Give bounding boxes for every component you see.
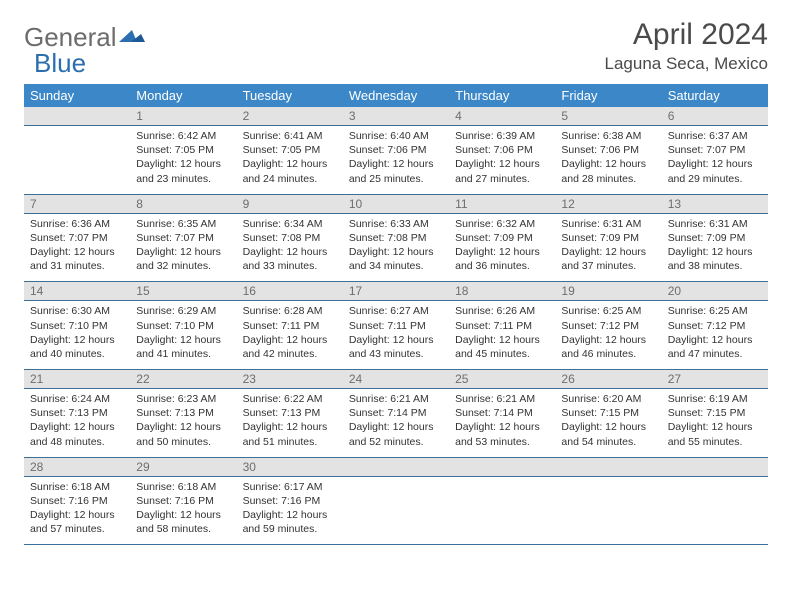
day-number-row: 123456 <box>24 107 768 126</box>
day-number-cell <box>24 107 130 126</box>
day-detail-cell: Sunrise: 6:22 AMSunset: 7:13 PMDaylight:… <box>237 389 343 458</box>
day-number-cell: 7 <box>24 194 130 213</box>
day-detail-cell: Sunrise: 6:38 AMSunset: 7:06 PMDaylight:… <box>555 126 661 195</box>
calendar-table: SundayMondayTuesdayWednesdayThursdayFrid… <box>24 84 768 545</box>
day-detail-cell: Sunrise: 6:21 AMSunset: 7:14 PMDaylight:… <box>449 389 555 458</box>
calendar-body: 123456 Sunrise: 6:42 AMSunset: 7:05 PMDa… <box>24 107 768 545</box>
location-text: Laguna Seca, Mexico <box>605 54 769 74</box>
day-detail-cell: Sunrise: 6:33 AMSunset: 7:08 PMDaylight:… <box>343 213 449 282</box>
day-number-cell: 10 <box>343 194 449 213</box>
day-number-cell: 11 <box>449 194 555 213</box>
day-number-row: 78910111213 <box>24 194 768 213</box>
weekday-header: Sunday <box>24 84 130 107</box>
day-number-row: 21222324252627 <box>24 370 768 389</box>
day-number-cell: 18 <box>449 282 555 301</box>
day-detail-cell: Sunrise: 6:31 AMSunset: 7:09 PMDaylight:… <box>555 213 661 282</box>
day-number-cell: 5 <box>555 107 661 126</box>
day-number-cell: 25 <box>449 370 555 389</box>
day-detail-cell <box>24 126 130 195</box>
day-number-cell: 8 <box>130 194 236 213</box>
weekday-header: Saturday <box>662 84 768 107</box>
day-number-cell: 15 <box>130 282 236 301</box>
weekday-header: Thursday <box>449 84 555 107</box>
day-number-cell <box>449 457 555 476</box>
day-number-row: 282930 <box>24 457 768 476</box>
day-number-cell: 17 <box>343 282 449 301</box>
day-detail-cell: Sunrise: 6:24 AMSunset: 7:13 PMDaylight:… <box>24 389 130 458</box>
day-number-cell: 26 <box>555 370 661 389</box>
day-detail-cell: Sunrise: 6:18 AMSunset: 7:16 PMDaylight:… <box>24 476 130 545</box>
day-number-cell: 24 <box>343 370 449 389</box>
day-detail-cell: Sunrise: 6:26 AMSunset: 7:11 PMDaylight:… <box>449 301 555 370</box>
day-detail-cell: Sunrise: 6:27 AMSunset: 7:11 PMDaylight:… <box>343 301 449 370</box>
month-title: April 2024 <box>605 18 769 52</box>
day-detail-cell: Sunrise: 6:32 AMSunset: 7:09 PMDaylight:… <box>449 213 555 282</box>
day-number-cell <box>555 457 661 476</box>
day-detail-cell <box>449 476 555 545</box>
title-block: April 2024 Laguna Seca, Mexico <box>605 18 769 74</box>
weekday-header-row: SundayMondayTuesdayWednesdayThursdayFrid… <box>24 84 768 107</box>
day-detail-row: Sunrise: 6:30 AMSunset: 7:10 PMDaylight:… <box>24 301 768 370</box>
day-detail-cell <box>555 476 661 545</box>
day-number-cell: 20 <box>662 282 768 301</box>
weekday-header: Friday <box>555 84 661 107</box>
day-detail-cell <box>662 476 768 545</box>
day-number-cell: 19 <box>555 282 661 301</box>
day-number-cell: 27 <box>662 370 768 389</box>
day-number-cell: 13 <box>662 194 768 213</box>
day-number-cell: 1 <box>130 107 236 126</box>
day-detail-cell: Sunrise: 6:37 AMSunset: 7:07 PMDaylight:… <box>662 126 768 195</box>
weekday-header: Wednesday <box>343 84 449 107</box>
day-number-row: 14151617181920 <box>24 282 768 301</box>
day-detail-row: Sunrise: 6:24 AMSunset: 7:13 PMDaylight:… <box>24 389 768 458</box>
day-number-cell: 28 <box>24 457 130 476</box>
day-number-cell: 30 <box>237 457 343 476</box>
day-detail-cell: Sunrise: 6:35 AMSunset: 7:07 PMDaylight:… <box>130 213 236 282</box>
day-number-cell: 2 <box>237 107 343 126</box>
day-detail-cell: Sunrise: 6:21 AMSunset: 7:14 PMDaylight:… <box>343 389 449 458</box>
day-detail-cell: Sunrise: 6:17 AMSunset: 7:16 PMDaylight:… <box>237 476 343 545</box>
day-number-cell: 22 <box>130 370 236 389</box>
day-detail-cell: Sunrise: 6:28 AMSunset: 7:11 PMDaylight:… <box>237 301 343 370</box>
day-number-cell: 3 <box>343 107 449 126</box>
day-detail-cell <box>343 476 449 545</box>
day-detail-cell: Sunrise: 6:36 AMSunset: 7:07 PMDaylight:… <box>24 213 130 282</box>
day-detail-cell: Sunrise: 6:34 AMSunset: 7:08 PMDaylight:… <box>237 213 343 282</box>
day-detail-cell: Sunrise: 6:25 AMSunset: 7:12 PMDaylight:… <box>662 301 768 370</box>
day-detail-cell: Sunrise: 6:25 AMSunset: 7:12 PMDaylight:… <box>555 301 661 370</box>
day-number-cell: 29 <box>130 457 236 476</box>
day-detail-row: Sunrise: 6:36 AMSunset: 7:07 PMDaylight:… <box>24 213 768 282</box>
weekday-header: Monday <box>130 84 236 107</box>
day-detail-cell: Sunrise: 6:29 AMSunset: 7:10 PMDaylight:… <box>130 301 236 370</box>
day-number-cell <box>662 457 768 476</box>
day-detail-row: Sunrise: 6:18 AMSunset: 7:16 PMDaylight:… <box>24 476 768 545</box>
day-number-cell: 16 <box>237 282 343 301</box>
day-number-cell: 14 <box>24 282 130 301</box>
day-detail-cell: Sunrise: 6:20 AMSunset: 7:15 PMDaylight:… <box>555 389 661 458</box>
page-header: General April 2024 Laguna Seca, Mexico <box>24 18 768 74</box>
day-number-cell <box>343 457 449 476</box>
weekday-header: Tuesday <box>237 84 343 107</box>
day-detail-cell: Sunrise: 6:40 AMSunset: 7:06 PMDaylight:… <box>343 126 449 195</box>
day-detail-cell: Sunrise: 6:19 AMSunset: 7:15 PMDaylight:… <box>662 389 768 458</box>
day-number-cell: 21 <box>24 370 130 389</box>
day-number-cell: 6 <box>662 107 768 126</box>
day-number-cell: 9 <box>237 194 343 213</box>
day-detail-cell: Sunrise: 6:42 AMSunset: 7:05 PMDaylight:… <box>130 126 236 195</box>
brand-text-2: Blue <box>34 48 86 79</box>
day-detail-row: Sunrise: 6:42 AMSunset: 7:05 PMDaylight:… <box>24 126 768 195</box>
day-number-cell: 4 <box>449 107 555 126</box>
day-detail-cell: Sunrise: 6:31 AMSunset: 7:09 PMDaylight:… <box>662 213 768 282</box>
logo-mark-icon <box>119 22 145 53</box>
day-detail-cell: Sunrise: 6:30 AMSunset: 7:10 PMDaylight:… <box>24 301 130 370</box>
day-number-cell: 23 <box>237 370 343 389</box>
day-number-cell: 12 <box>555 194 661 213</box>
day-detail-cell: Sunrise: 6:41 AMSunset: 7:05 PMDaylight:… <box>237 126 343 195</box>
day-detail-cell: Sunrise: 6:39 AMSunset: 7:06 PMDaylight:… <box>449 126 555 195</box>
day-detail-cell: Sunrise: 6:23 AMSunset: 7:13 PMDaylight:… <box>130 389 236 458</box>
day-detail-cell: Sunrise: 6:18 AMSunset: 7:16 PMDaylight:… <box>130 476 236 545</box>
